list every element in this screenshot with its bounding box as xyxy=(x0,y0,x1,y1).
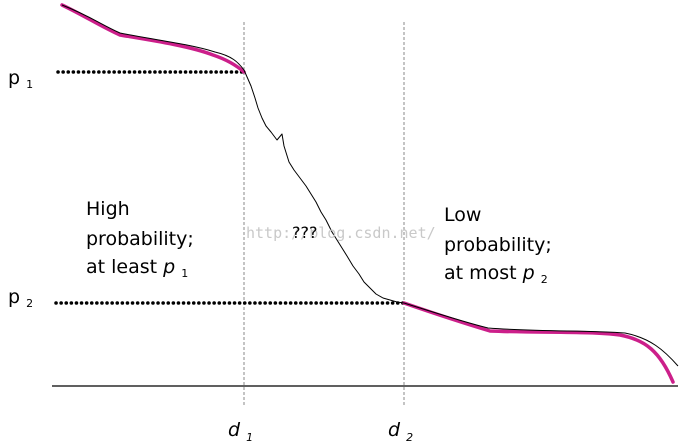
uncertain-region-label: ??? xyxy=(292,223,317,242)
ideal-curve-low xyxy=(402,301,675,384)
d2-label-base: d xyxy=(388,419,401,441)
p2-label-sub: 2 xyxy=(26,297,33,310)
high-probability-line3-var: p xyxy=(162,256,175,278)
low-probability-line3-sub: 2 xyxy=(541,273,548,286)
d1-label-base: d xyxy=(228,419,241,441)
d2-label-sub: 2 xyxy=(406,431,413,444)
low-probability-line1: Low xyxy=(444,204,481,226)
high-probability-line3-prefix: at least xyxy=(86,256,163,278)
high-probability-line3: at least p 1 xyxy=(86,256,188,280)
high-probability-line1: High xyxy=(86,198,130,220)
low-probability-line3-var: p xyxy=(522,262,535,284)
d2-label: d 2 xyxy=(388,419,413,444)
low-probability-line3: at most p 2 xyxy=(444,262,548,286)
d1-label: d 1 xyxy=(228,419,253,444)
high-probability-line3-sub: 1 xyxy=(181,267,188,280)
d1-label-sub: 1 xyxy=(246,431,253,444)
actual-probability-curve xyxy=(61,4,679,367)
p2-label: p 2 xyxy=(8,286,33,310)
ideal-curve-high xyxy=(60,3,246,74)
p1-label: p 1 xyxy=(8,67,33,91)
high-probability-line2: probability; xyxy=(86,228,194,250)
low-probability-line2: probability; xyxy=(444,234,552,256)
p1-label-base: p xyxy=(8,67,20,89)
p1-label-sub: 1 xyxy=(26,78,33,91)
p2-label-base: p xyxy=(8,286,20,308)
watermark-text: http://blog.csdn.net/ xyxy=(246,224,436,242)
low-probability-line3-prefix: at most xyxy=(444,262,523,284)
